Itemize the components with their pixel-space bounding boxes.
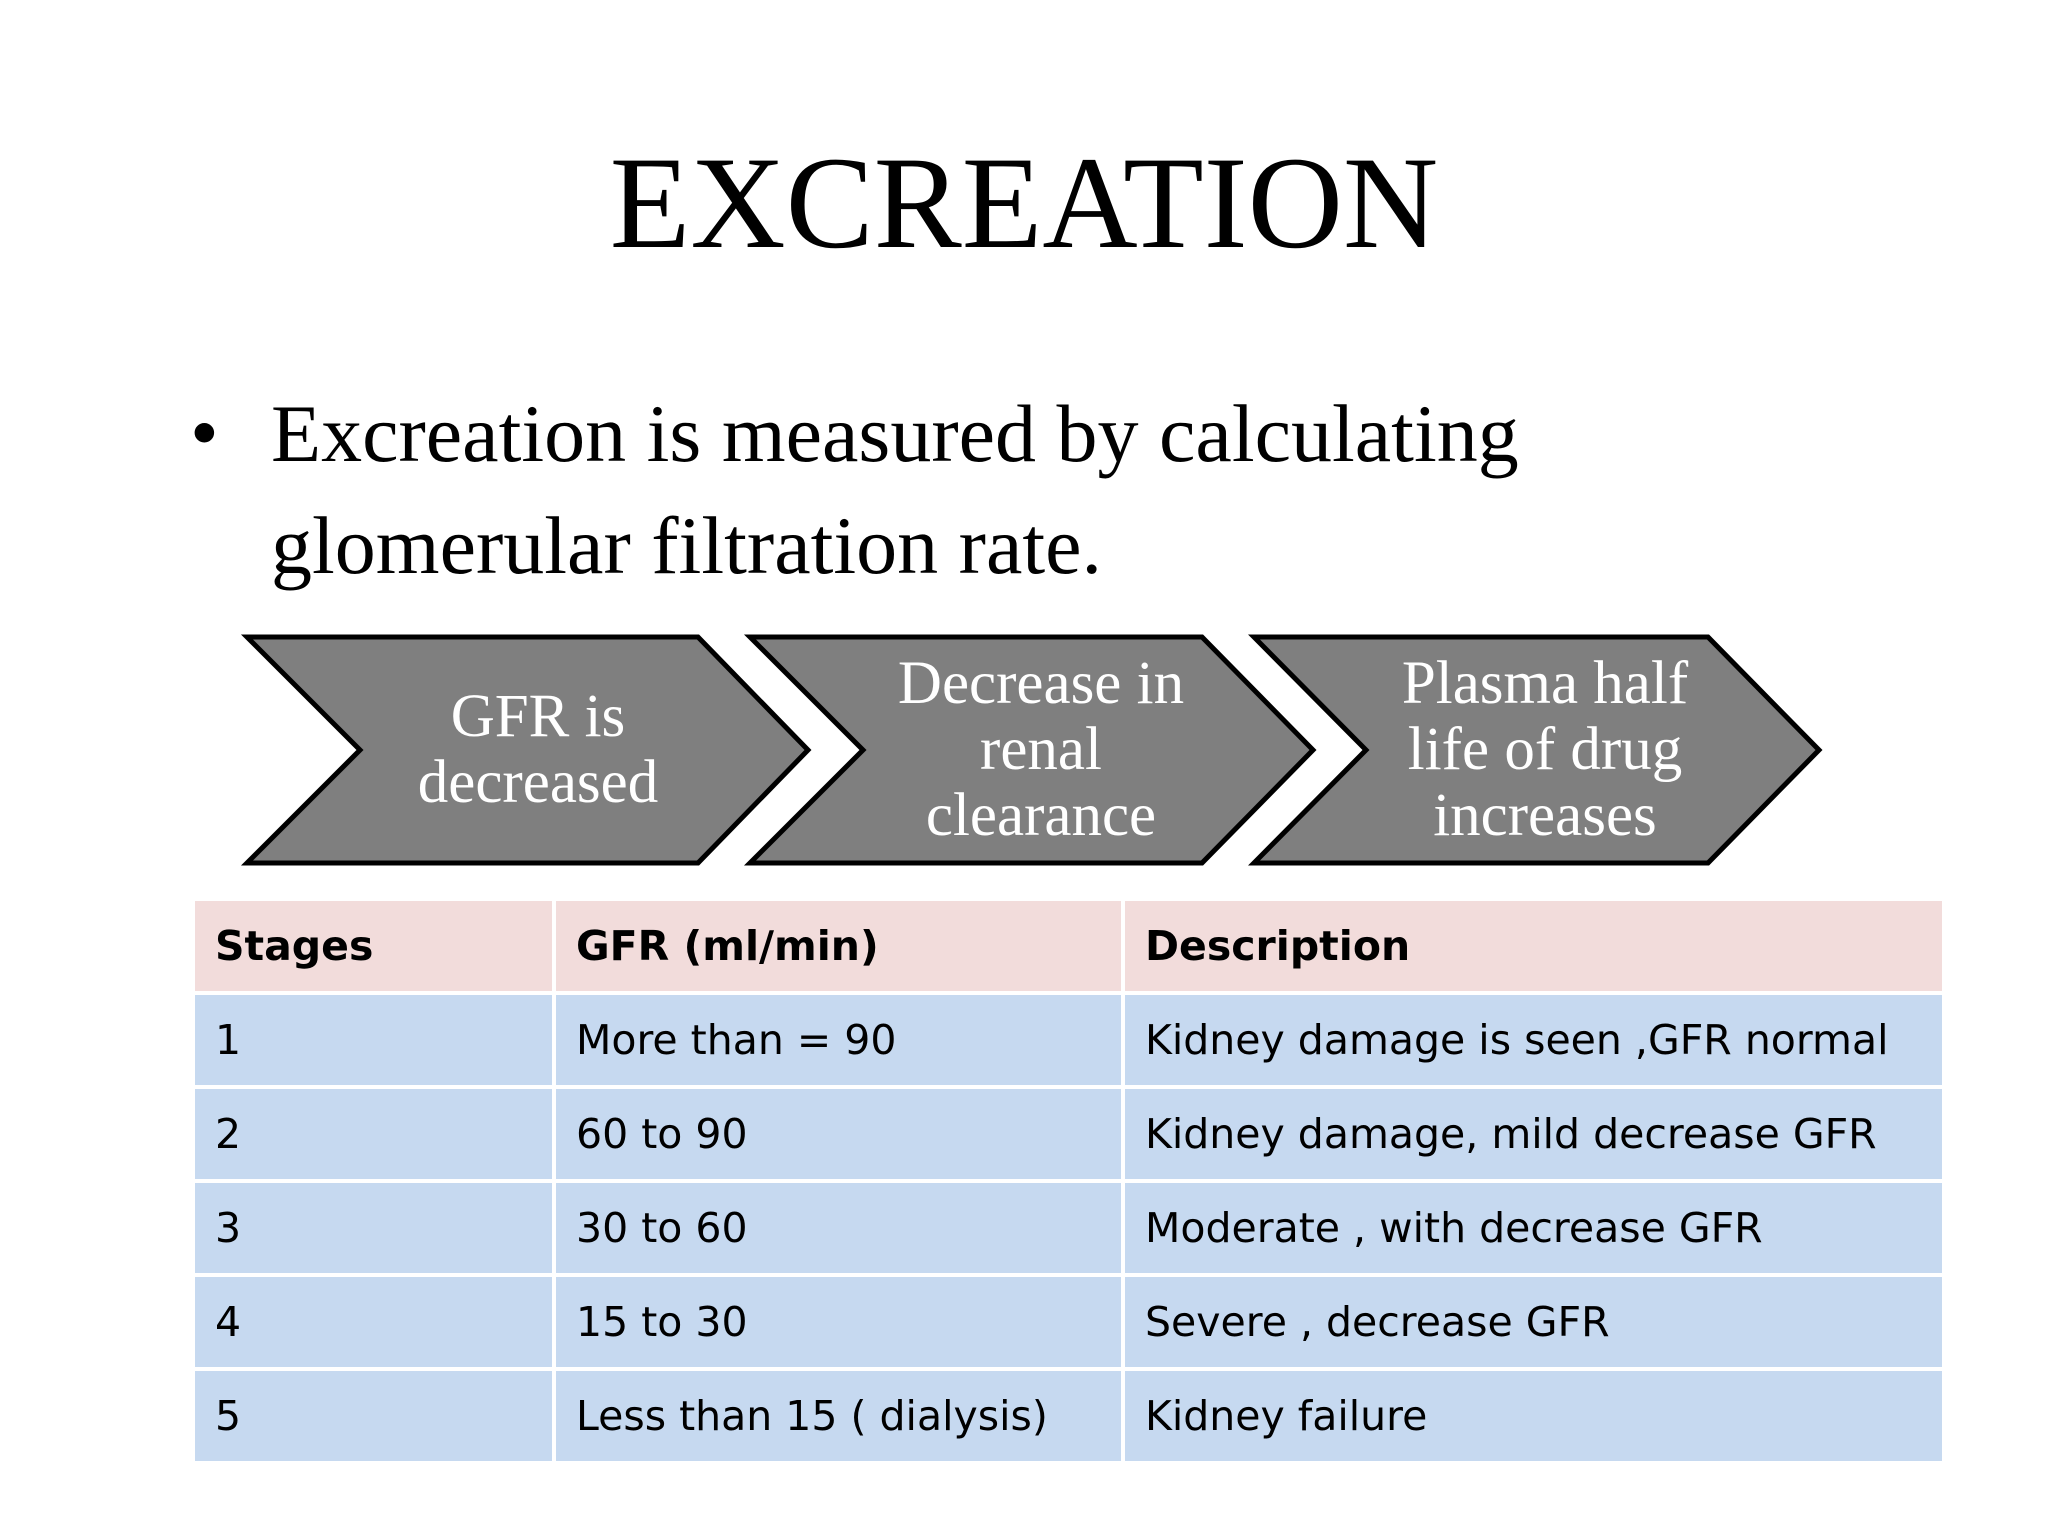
chevron [1248,634,1823,866]
table-cell: 4 [191,1273,556,1371]
gfr-table: Stages GFR (ml/min) Description 1 More than… [191,897,1946,1465]
table-cell: 5 [191,1367,556,1465]
table-cell: 3 [191,1179,556,1277]
table-cell: 1 [191,991,556,1089]
table-cell: 60 to 90 [552,1085,1125,1183]
step-label: Decrease in renal clearance [897,650,1185,849]
header-cell: GFR (ml/min) [552,897,1125,995]
table-row: 1 More than = 90 Kidney damage is seen ,GF… [191,991,1946,1089]
table-cell: Kidney damage is seen ,GFR normal [1121,991,1946,1089]
table-cell: Kidney damage, mild decrease GFR [1121,1085,1946,1183]
table-cell: Less than 15 ( dialysis) [552,1367,1125,1465]
slide-title: EXCREATION [609,129,1439,276]
table-cell: 15 to 30 [552,1273,1125,1371]
table-row: 3 30 to 60 Moderate , with decrease GFR [191,1179,1946,1277]
header-row: Stages GFR (ml/min) Description [191,897,1946,995]
table-row: 4 15 to 30 Severe , decrease GFR [191,1273,1946,1371]
chevron [240,634,812,866]
step-label: GFR is decreased [417,683,659,816]
header-cell: Stages [191,897,556,995]
table-cell: More than = 90 [552,991,1125,1089]
table-cell: Kidney failure [1121,1367,1946,1465]
header-cell: Description [1121,897,1946,995]
table-cell: Moderate , with decrease GFR [1121,1179,1946,1277]
table-row: 2 60 to 90 Kidney damage, mild decrease GF… [191,1085,1946,1183]
table-cell: Severe , decrease GFR [1121,1273,1946,1371]
chevron [743,634,1317,866]
bullet-marker: • [190,387,219,478]
table-cell: 2 [191,1085,556,1183]
bullet-text: Excreation is measured by calculating gl… [271,388,1519,591]
table-cell: 30 to 60 [552,1179,1125,1277]
step-label: Plasma half life of drug increases [1401,650,1689,849]
table-row: 5 Less than 15 ( dialysis) Kidney failure [191,1367,1946,1465]
